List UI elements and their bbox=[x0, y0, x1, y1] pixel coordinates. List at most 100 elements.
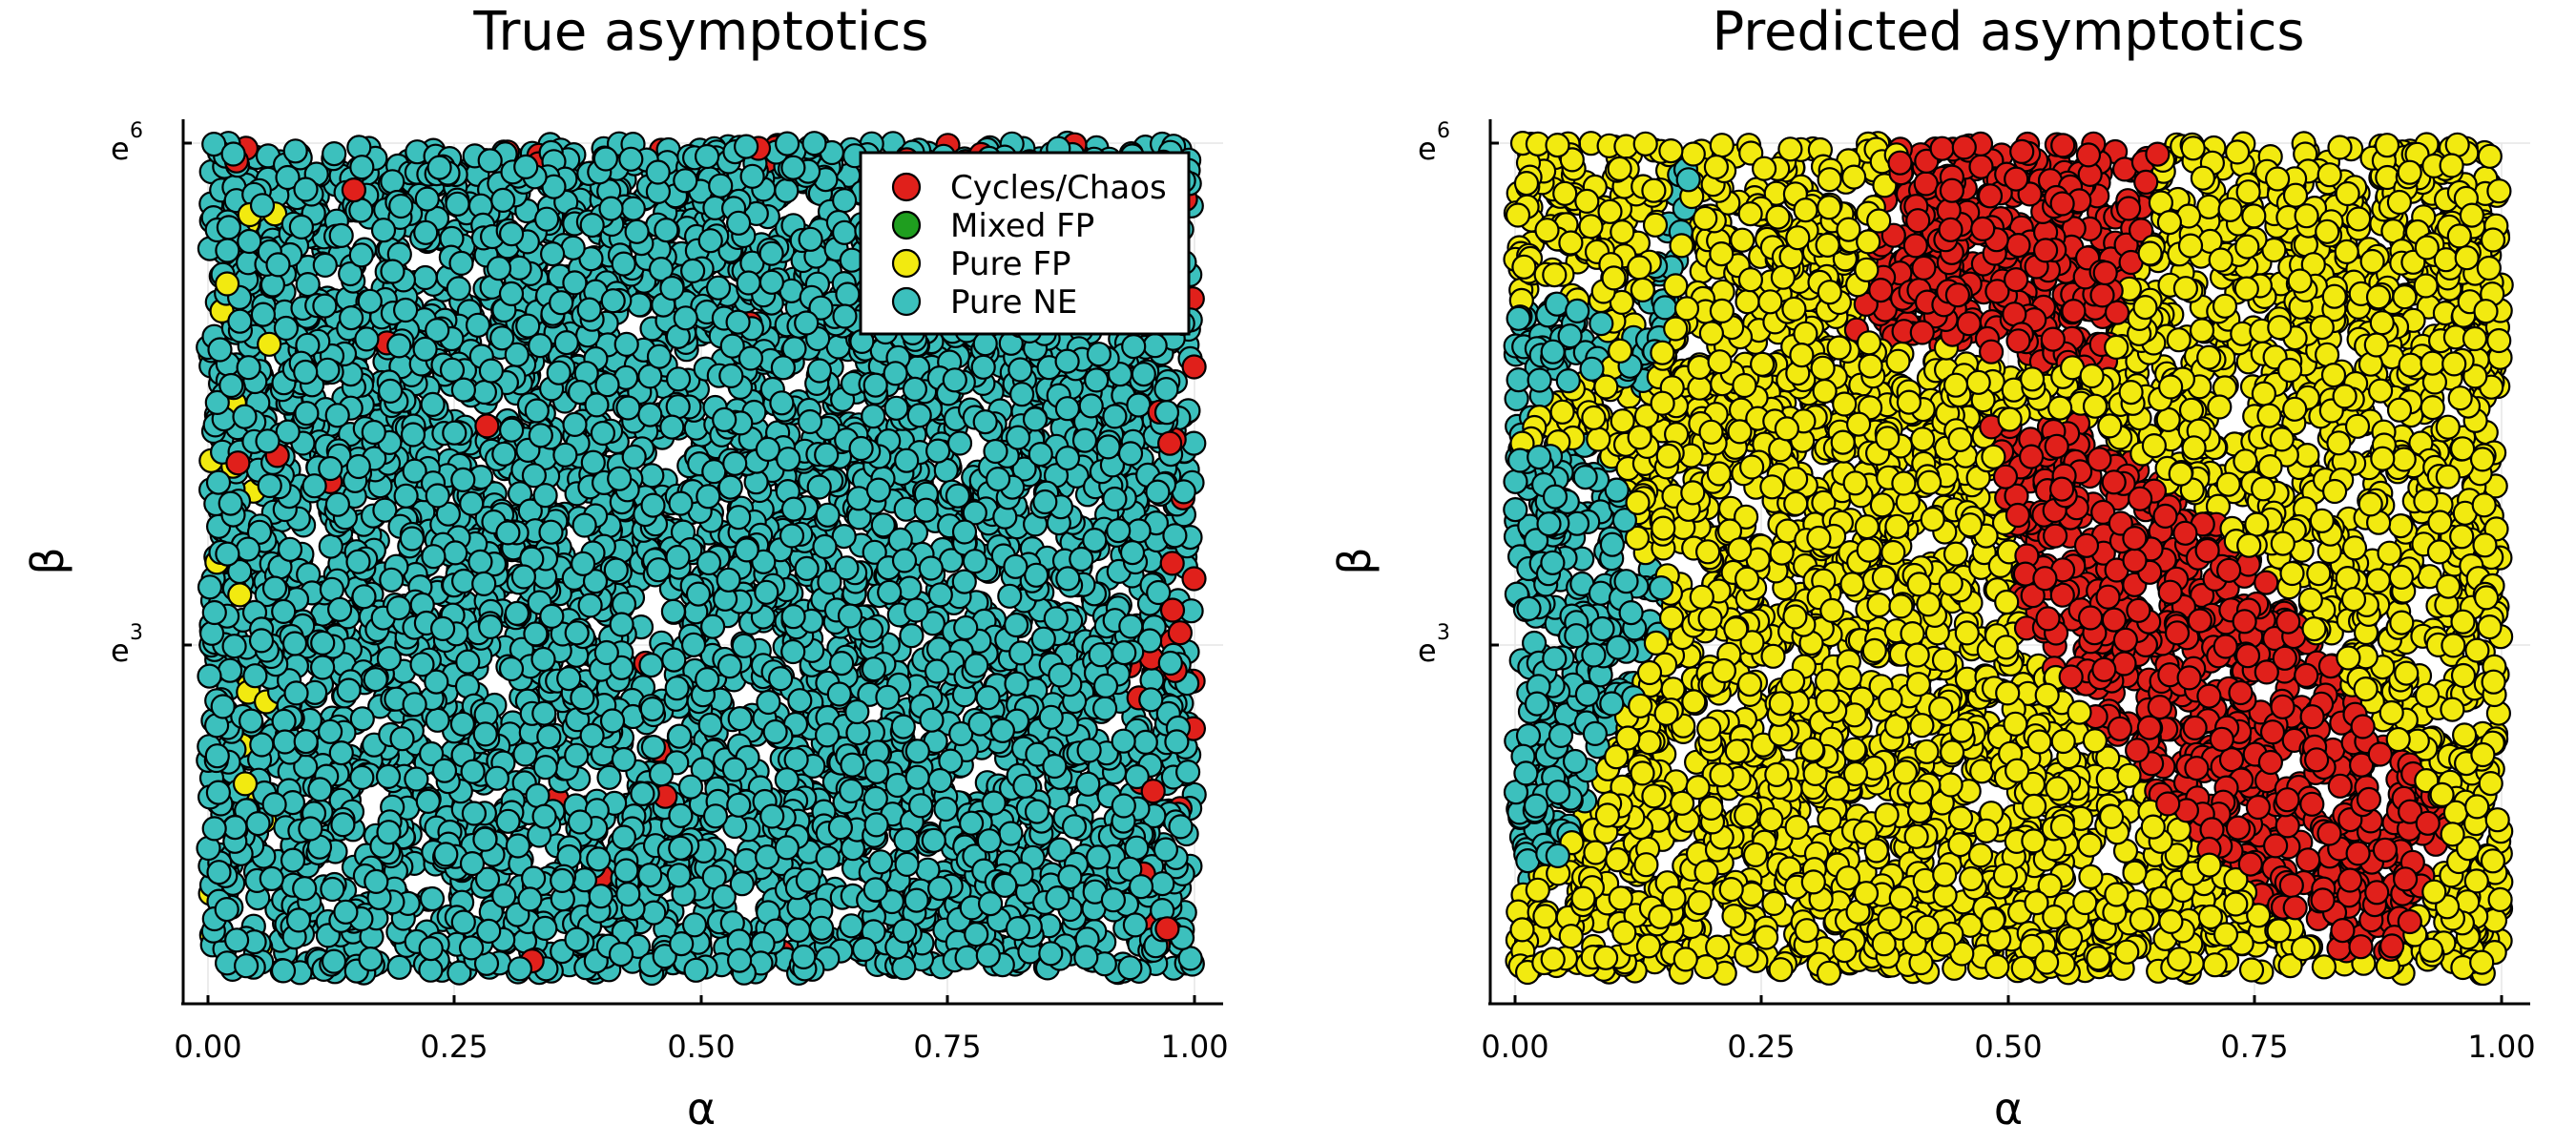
data-point bbox=[536, 723, 562, 750]
data-point bbox=[412, 264, 438, 291]
data-point bbox=[197, 574, 223, 600]
data-point bbox=[762, 718, 788, 745]
data-point bbox=[218, 657, 243, 683]
data-point bbox=[883, 361, 908, 386]
data-point bbox=[758, 269, 785, 295]
data-point bbox=[1174, 759, 1201, 785]
data-point bbox=[976, 828, 1003, 854]
data-point bbox=[607, 466, 633, 491]
data-point bbox=[455, 649, 481, 675]
data-point bbox=[349, 764, 375, 791]
data-point bbox=[919, 707, 945, 733]
data-point bbox=[318, 455, 343, 482]
data-point bbox=[609, 612, 634, 637]
data-point bbox=[659, 414, 685, 440]
data-point bbox=[321, 948, 347, 974]
data-point bbox=[962, 549, 988, 574]
data-point bbox=[899, 623, 924, 649]
data-point bbox=[721, 757, 748, 782]
data-point bbox=[1177, 946, 1203, 971]
data-point bbox=[1078, 393, 1104, 419]
data-point bbox=[1054, 396, 1081, 422]
data-point bbox=[997, 583, 1023, 609]
data-point bbox=[414, 186, 440, 212]
data-point bbox=[608, 941, 634, 968]
data-point bbox=[579, 212, 605, 239]
data-point bbox=[1102, 404, 1128, 429]
data-point bbox=[320, 876, 345, 903]
data-point bbox=[277, 536, 303, 562]
data-point bbox=[596, 764, 622, 790]
data-point bbox=[433, 842, 459, 867]
data-point bbox=[242, 663, 268, 689]
data-point bbox=[357, 288, 383, 314]
data-point bbox=[646, 344, 673, 369]
data-point bbox=[754, 579, 779, 605]
data-point bbox=[307, 777, 333, 802]
data-point bbox=[1167, 620, 1194, 646]
data-point bbox=[983, 438, 1008, 465]
data-point bbox=[1126, 392, 1152, 418]
data-point bbox=[520, 865, 547, 891]
data-point bbox=[498, 281, 525, 306]
data-point bbox=[894, 448, 920, 473]
data-point bbox=[953, 614, 979, 641]
data-point bbox=[774, 767, 800, 793]
data-point bbox=[1054, 446, 1081, 471]
data-point bbox=[1128, 874, 1154, 900]
data-point bbox=[615, 395, 641, 421]
data-point bbox=[532, 915, 558, 942]
data-point bbox=[531, 803, 557, 829]
data-point bbox=[897, 575, 923, 601]
data-point bbox=[664, 676, 690, 701]
data-point bbox=[1159, 597, 1186, 623]
data-point bbox=[669, 930, 695, 957]
data-point bbox=[780, 638, 806, 665]
data-point bbox=[549, 290, 574, 316]
data-point bbox=[477, 614, 504, 640]
data-point bbox=[402, 692, 427, 718]
data-point bbox=[1008, 382, 1035, 407]
data-point bbox=[232, 404, 258, 429]
data-point bbox=[867, 849, 894, 875]
data-point bbox=[696, 550, 722, 576]
data-point bbox=[283, 680, 309, 706]
data-point bbox=[708, 173, 734, 198]
data-point bbox=[295, 272, 321, 298]
data-point bbox=[1085, 844, 1111, 870]
data-point bbox=[577, 593, 603, 618]
data-point bbox=[484, 765, 510, 791]
data-point bbox=[861, 656, 887, 682]
data-point bbox=[795, 867, 821, 893]
data-point bbox=[322, 141, 347, 167]
data-point bbox=[1138, 687, 1164, 713]
data-point bbox=[946, 430, 973, 456]
data-point bbox=[531, 700, 557, 726]
data-point bbox=[232, 771, 259, 797]
data-point bbox=[1069, 546, 1094, 572]
data-point bbox=[668, 835, 694, 861]
data-point bbox=[1132, 729, 1158, 756]
data-point bbox=[1153, 837, 1179, 863]
data-point bbox=[524, 398, 550, 424]
data-point bbox=[1003, 612, 1029, 638]
data-point bbox=[975, 685, 1001, 711]
data-point bbox=[1084, 367, 1110, 393]
data-point bbox=[727, 705, 753, 732]
data-point bbox=[677, 774, 704, 800]
data-point bbox=[460, 759, 486, 784]
data-point bbox=[570, 551, 596, 576]
data-point bbox=[404, 766, 429, 792]
data-point bbox=[975, 943, 1001, 968]
data-point bbox=[733, 134, 759, 159]
data-point bbox=[215, 271, 240, 297]
data-point bbox=[883, 395, 909, 421]
data-point bbox=[1095, 434, 1121, 460]
chart-title: True asymptotics bbox=[472, 1, 928, 63]
data-point bbox=[261, 791, 287, 818]
data-point bbox=[734, 847, 759, 874]
data-point bbox=[755, 436, 781, 462]
data-point bbox=[459, 935, 485, 961]
data-point bbox=[310, 655, 336, 680]
